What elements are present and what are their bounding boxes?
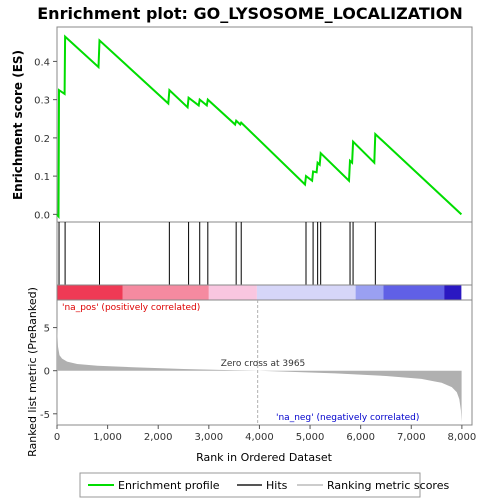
x-tick-label: 6,000 [346, 432, 375, 443]
band-segment [208, 285, 257, 300]
enrichment-profile-line [56, 34, 463, 220]
hits-panel-frame [56, 221, 473, 286]
x-tick-label: 8,000 [448, 432, 477, 443]
band-segment [383, 285, 445, 300]
es-panel-frame [56, 26, 473, 223]
legend-metric-label: Ranking metric scores [327, 479, 449, 492]
es-axis-title: Enrichment score (ES) [11, 50, 25, 200]
positive-correlation-label: 'na_pos' (positively correlated) [62, 303, 200, 313]
hits-panel [56, 221, 473, 286]
x-tick-label: 5,000 [296, 432, 325, 443]
band-segment [444, 285, 462, 300]
x-axis-title: Rank in Ordered Dataset [196, 451, 333, 464]
x-tick-label: 3,000 [195, 432, 224, 443]
metric-tick-label: 5 [44, 324, 50, 335]
legend: Enrichment profile Hits Ranking metric s… [79, 472, 449, 498]
band-segment [256, 285, 356, 300]
metric-tick-label: 0 [44, 367, 50, 378]
metric-tick-label: -5 [40, 410, 50, 421]
x-tick-label: 1,000 [93, 432, 122, 443]
metric-panel-frame [56, 299, 473, 426]
es-tick-label: 0.3 [34, 96, 50, 107]
x-tick-label: 0 [54, 432, 60, 443]
es-panel: 0.0 0.1 0.2 0.3 0.4 [34, 26, 473, 223]
metric-axis-ticks: -5 0 5 [40, 324, 57, 421]
zero-cross-label: Zero cross at 3965 [221, 359, 306, 369]
legend-hits-label: Hits [266, 479, 288, 492]
es-tick-label: 0.4 [34, 57, 50, 68]
x-tick-label: 4,000 [245, 432, 274, 443]
es-tick-label: 0.2 [34, 134, 50, 145]
band-segment [57, 285, 123, 300]
es-tick-label: 0.1 [34, 172, 50, 183]
legend-es-label: Enrichment profile [118, 479, 220, 492]
negative-correlation-label: 'na_neg' (negatively correlated) [276, 413, 419, 423]
es-axis-ticks: 0.0 0.1 0.2 0.3 0.4 [34, 57, 57, 221]
es-tick-label: 0.0 [34, 210, 50, 221]
ranking-metric-area [57, 325, 462, 423]
chart-title: Enrichment plot: GO_LYSOSOME_LOCALIZATIO… [37, 4, 462, 23]
metric-panel: -5 0 5 'na_pos' (positively correlated) 'n… [40, 299, 473, 426]
band-segment [355, 285, 384, 300]
hit-marks [58, 222, 376, 285]
x-axis-ticks: 0 1,000 2,000 3,000 4,000 5,000 6,000 7,000 8,00… [54, 425, 476, 443]
x-tick-label: 2,000 [144, 432, 173, 443]
metric-axis-title: Ranked list metric (PreRanked) [26, 287, 39, 457]
band-segment [122, 285, 209, 300]
x-tick-label: 7,000 [397, 432, 426, 443]
ranking-color-band [56, 284, 473, 301]
